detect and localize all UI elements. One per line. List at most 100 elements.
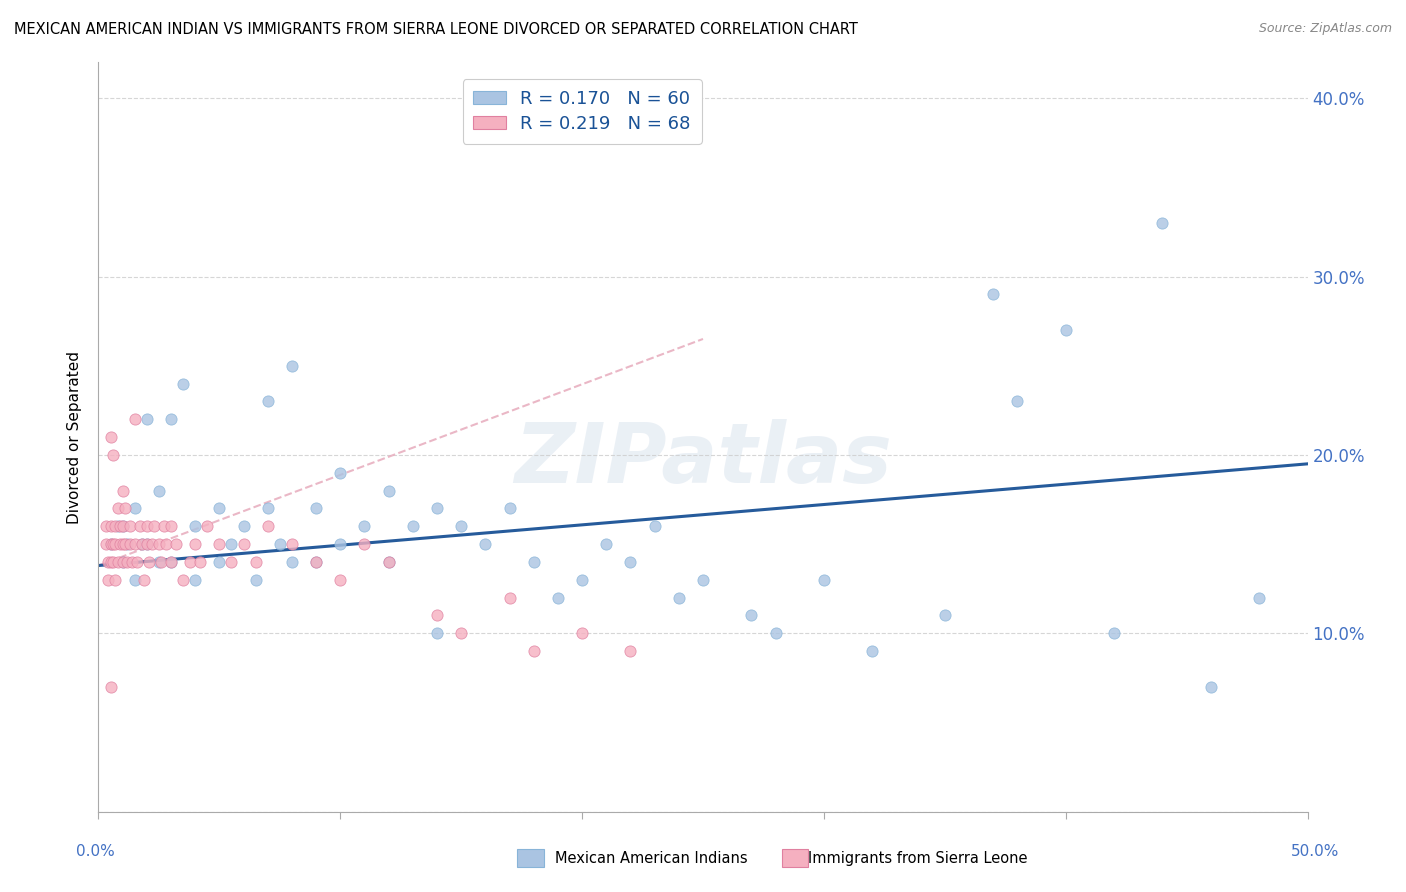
- Text: MEXICAN AMERICAN INDIAN VS IMMIGRANTS FROM SIERRA LEONE DIVORCED OR SEPARATED CO: MEXICAN AMERICAN INDIAN VS IMMIGRANTS FR…: [14, 22, 858, 37]
- Point: [107, 519, 129, 533]
- Point: [135, 537, 157, 551]
- Point: [100, 430, 122, 444]
- Point: [94, 519, 117, 533]
- Point: [474, 537, 496, 551]
- Point: [221, 537, 243, 551]
- Point: [107, 555, 129, 569]
- Point: [134, 573, 156, 587]
- Point: [111, 519, 134, 533]
- Point: [281, 359, 304, 373]
- Point: [571, 573, 593, 587]
- Point: [100, 680, 122, 694]
- Point: [114, 501, 136, 516]
- Point: [138, 555, 160, 569]
- Point: [184, 537, 207, 551]
- Point: [117, 537, 139, 551]
- Point: [184, 573, 207, 587]
- Point: [152, 519, 174, 533]
- Point: [131, 537, 153, 551]
- Point: [377, 555, 399, 569]
- Text: Mexican American Indians: Mexican American Indians: [555, 851, 748, 865]
- Point: [94, 537, 117, 551]
- Point: [498, 501, 520, 516]
- Point: [148, 537, 170, 551]
- Point: [128, 519, 150, 533]
- Point: [269, 537, 291, 551]
- Point: [208, 537, 231, 551]
- Point: [281, 537, 304, 551]
- Point: [97, 573, 120, 587]
- Point: [165, 537, 187, 551]
- Point: [172, 376, 194, 391]
- Point: [813, 573, 835, 587]
- Point: [111, 483, 134, 498]
- Point: [100, 555, 122, 569]
- Point: [118, 519, 141, 533]
- Point: [305, 555, 328, 569]
- Point: [148, 483, 170, 498]
- Point: [256, 519, 278, 533]
- Point: [765, 626, 787, 640]
- Point: [740, 608, 762, 623]
- Point: [1152, 216, 1174, 230]
- Text: Source: ZipAtlas.com: Source: ZipAtlas.com: [1258, 22, 1392, 36]
- Point: [135, 412, 157, 426]
- Point: [188, 555, 211, 569]
- Point: [245, 573, 267, 587]
- Point: [329, 573, 352, 587]
- Point: [101, 555, 124, 569]
- Point: [155, 537, 177, 551]
- Point: [160, 555, 183, 569]
- Point: [668, 591, 690, 605]
- Point: [571, 626, 593, 640]
- Point: [353, 519, 375, 533]
- Point: [160, 555, 183, 569]
- Point: [124, 537, 146, 551]
- Point: [860, 644, 883, 658]
- Point: [135, 537, 157, 551]
- Point: [329, 537, 352, 551]
- Point: [450, 519, 472, 533]
- Point: [1199, 680, 1222, 694]
- Point: [160, 519, 183, 533]
- Point: [619, 555, 641, 569]
- Point: [172, 573, 194, 587]
- Point: [1102, 626, 1125, 640]
- Point: [329, 466, 352, 480]
- Point: [97, 555, 120, 569]
- Point: [232, 519, 254, 533]
- Point: [104, 573, 127, 587]
- Point: [256, 501, 278, 516]
- Point: [232, 537, 254, 551]
- Point: [160, 412, 183, 426]
- Y-axis label: Divorced or Separated: Divorced or Separated: [67, 351, 83, 524]
- Point: [619, 644, 641, 658]
- Point: [124, 501, 146, 516]
- Point: [100, 519, 122, 533]
- Point: [305, 555, 328, 569]
- Text: 0.0%: 0.0%: [76, 845, 115, 859]
- Point: [692, 573, 714, 587]
- Point: [127, 555, 149, 569]
- Point: [107, 501, 129, 516]
- Point: [111, 519, 134, 533]
- Point: [221, 555, 243, 569]
- Point: [426, 626, 449, 640]
- Point: [111, 537, 134, 551]
- Point: [195, 519, 218, 533]
- Point: [595, 537, 617, 551]
- Point: [353, 537, 375, 551]
- Point: [143, 519, 166, 533]
- Point: [100, 537, 122, 551]
- Point: [523, 644, 546, 658]
- Point: [101, 537, 124, 551]
- Point: [141, 537, 163, 551]
- Legend: R = 0.170   N = 60, R = 0.219   N = 68: R = 0.170 N = 60, R = 0.219 N = 68: [463, 79, 702, 144]
- Point: [150, 555, 173, 569]
- Point: [547, 591, 569, 605]
- Point: [426, 608, 449, 623]
- Point: [111, 555, 134, 569]
- Point: [377, 555, 399, 569]
- Point: [104, 537, 127, 551]
- Point: [124, 573, 146, 587]
